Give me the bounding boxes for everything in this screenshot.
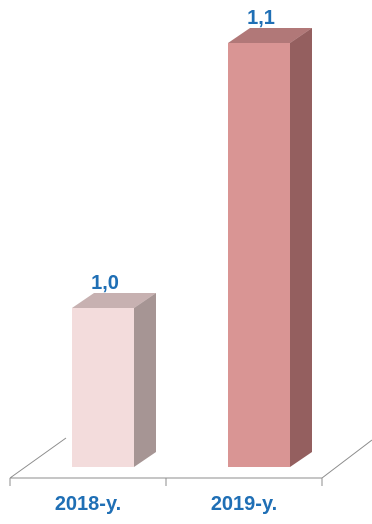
data-label: 1,1 <box>247 7 275 29</box>
floor-left-edge <box>10 438 66 478</box>
chart-floor <box>10 438 372 486</box>
data-label: 1,0 <box>91 272 119 294</box>
bar-side <box>134 293 156 467</box>
floor-right-edge <box>322 440 372 478</box>
category-label: 2019-y. <box>211 493 277 515</box>
bar-2 <box>228 28 312 467</box>
bar-1 <box>72 293 156 467</box>
bars-group <box>72 28 312 467</box>
category-label: 2018-y. <box>55 493 121 515</box>
bar-front <box>228 43 290 467</box>
bar-side <box>290 28 312 467</box>
bar-front <box>72 308 134 467</box>
